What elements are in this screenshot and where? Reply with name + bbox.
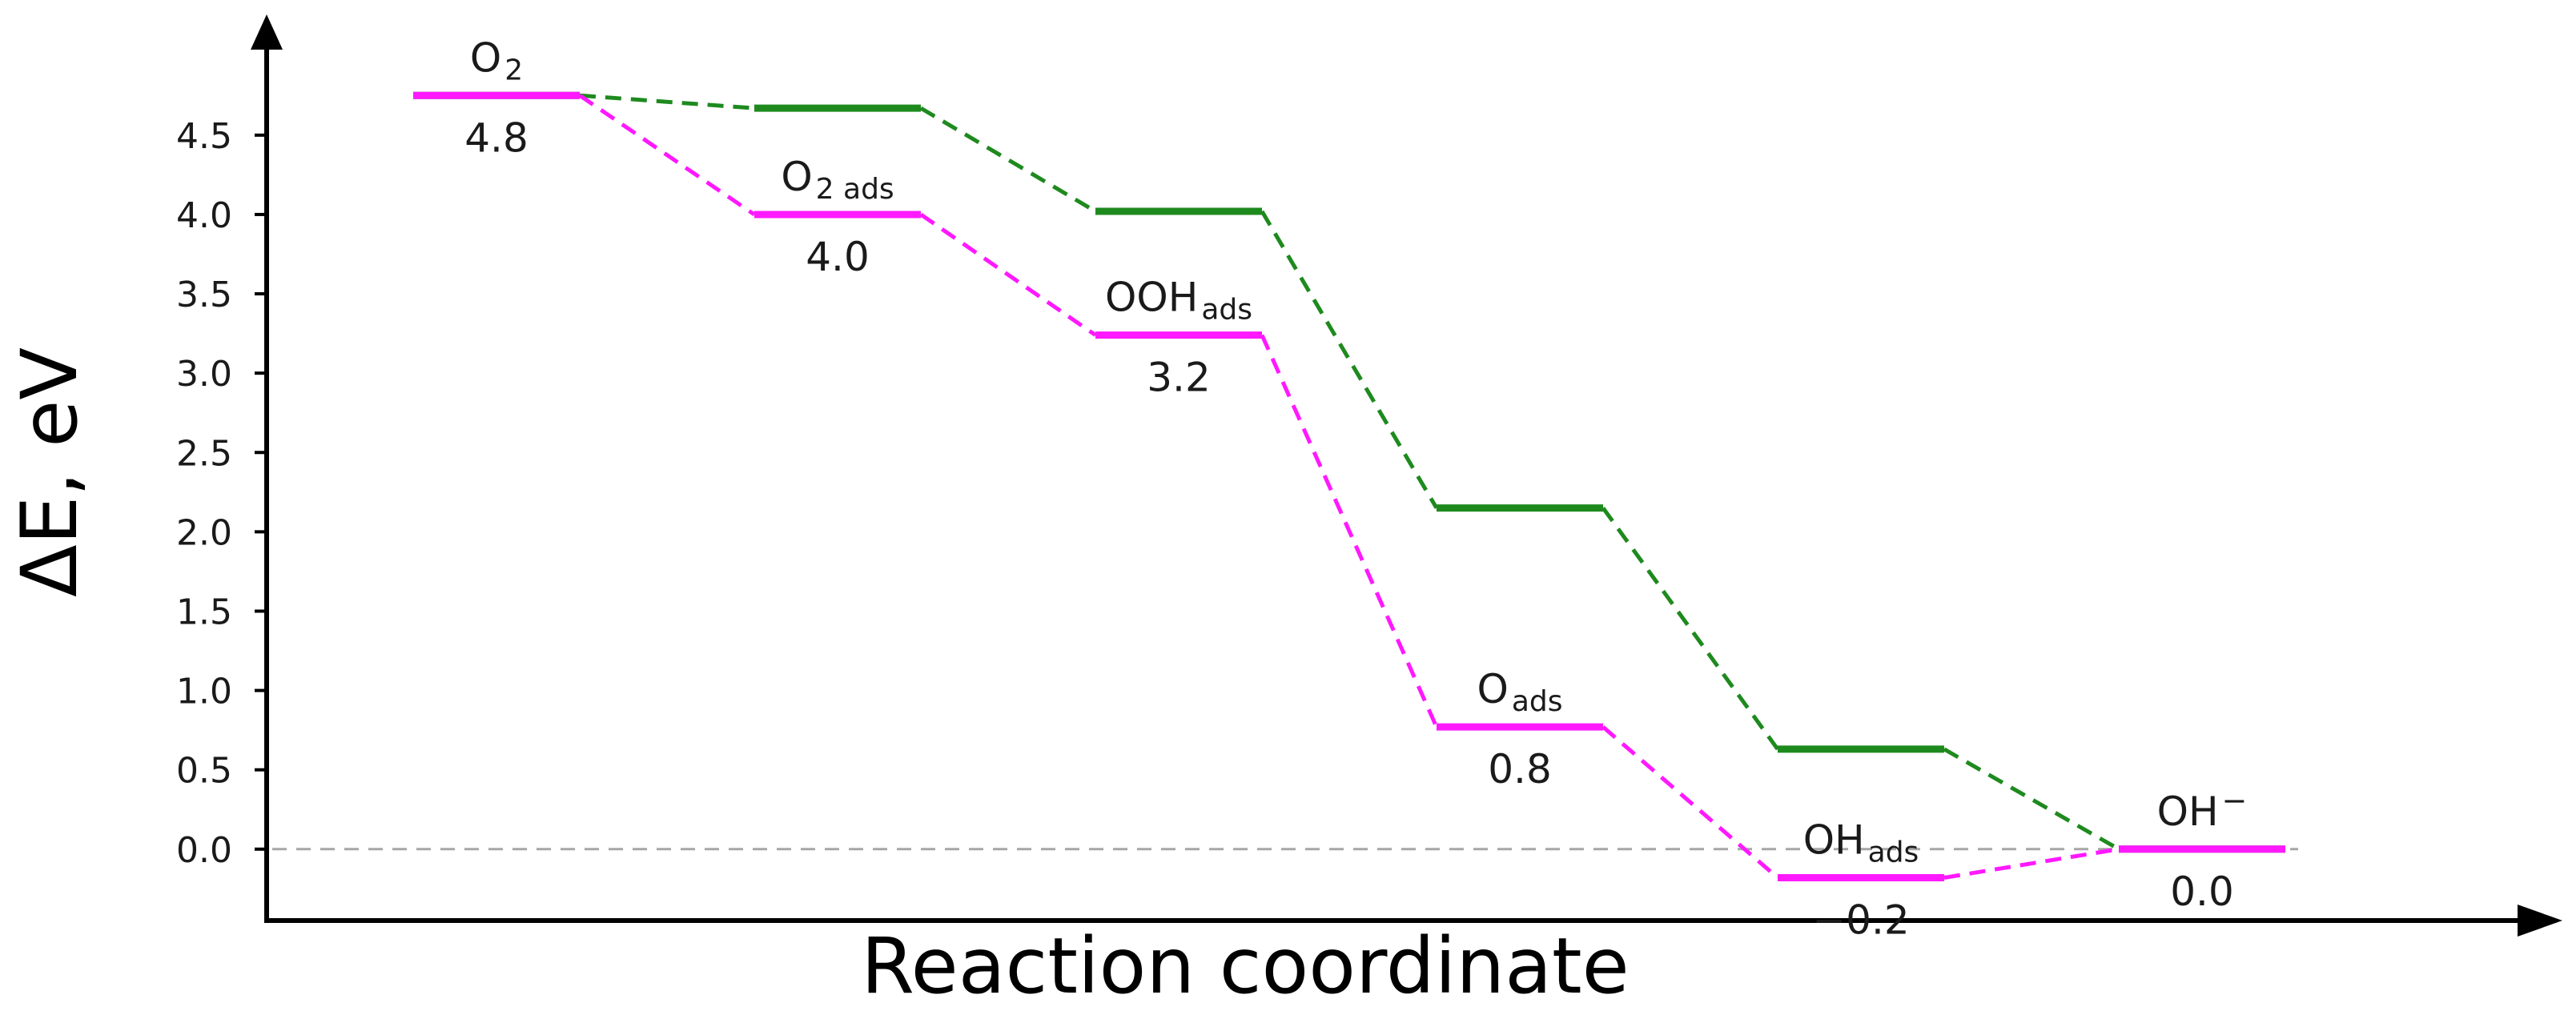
y-tick-label: 3.0 [176,354,232,395]
y-ticks: 0.0 0.5 1.0 1.5 2.0 2.5 3.0 3.5 4.0 4.5 [176,116,267,871]
level-label-ohads: OH ads [1803,816,1919,869]
series-0-connector [919,106,1097,214]
y-tick-label: 4.5 [176,116,232,157]
value-label-o2ads: 4.0 [806,234,870,280]
series-0-connector [1260,210,1439,509]
y-tick-label: 0.0 [176,830,232,871]
series-0-connector [1601,507,1780,751]
value-label-o2: 4.8 [464,114,528,161]
x-axis-title: Reaction coordinate [861,921,1629,1011]
y-tick-label: 3.5 [176,275,232,315]
energy-levels [413,91,2285,881]
y-tick-label: 2.5 [176,433,232,474]
series-0-connector [1943,747,2120,851]
y-tick-label: 0.5 [176,751,232,792]
x-axis-arrow [2518,905,2562,937]
y-tick-label: 1.0 [176,672,232,712]
y-axis-arrow [251,14,283,50]
series-1-connector [919,212,1097,337]
y-axis-title: ΔE, eV [5,347,94,597]
series-1-connector [578,94,756,217]
value-label-oh: 0.0 [2170,869,2234,915]
value-label-ohads: −0.2 [1812,897,1909,943]
connectors [578,93,2120,880]
series-0-connector [579,93,755,110]
y-tick-label: 2.0 [176,512,232,553]
value-label-oohads: 3.2 [1147,355,1211,401]
series-1-connector [1943,847,2120,880]
value-label-oads: 0.8 [1488,746,1552,792]
level-label-oohads: OOH ads [1105,275,1252,327]
y-tick-label: 4.0 [176,195,232,236]
level-label-oh: OH − [2157,783,2248,835]
level-labels: O 2 4.8 O 2 ads 4.0 OOH ads 3.2 O ads 0.8 OH ads −0.2 O… [464,34,2247,943]
series-1-connector [1260,334,1439,728]
series-1-connector [1601,725,1779,880]
y-tick-label: 1.5 [176,592,232,632]
